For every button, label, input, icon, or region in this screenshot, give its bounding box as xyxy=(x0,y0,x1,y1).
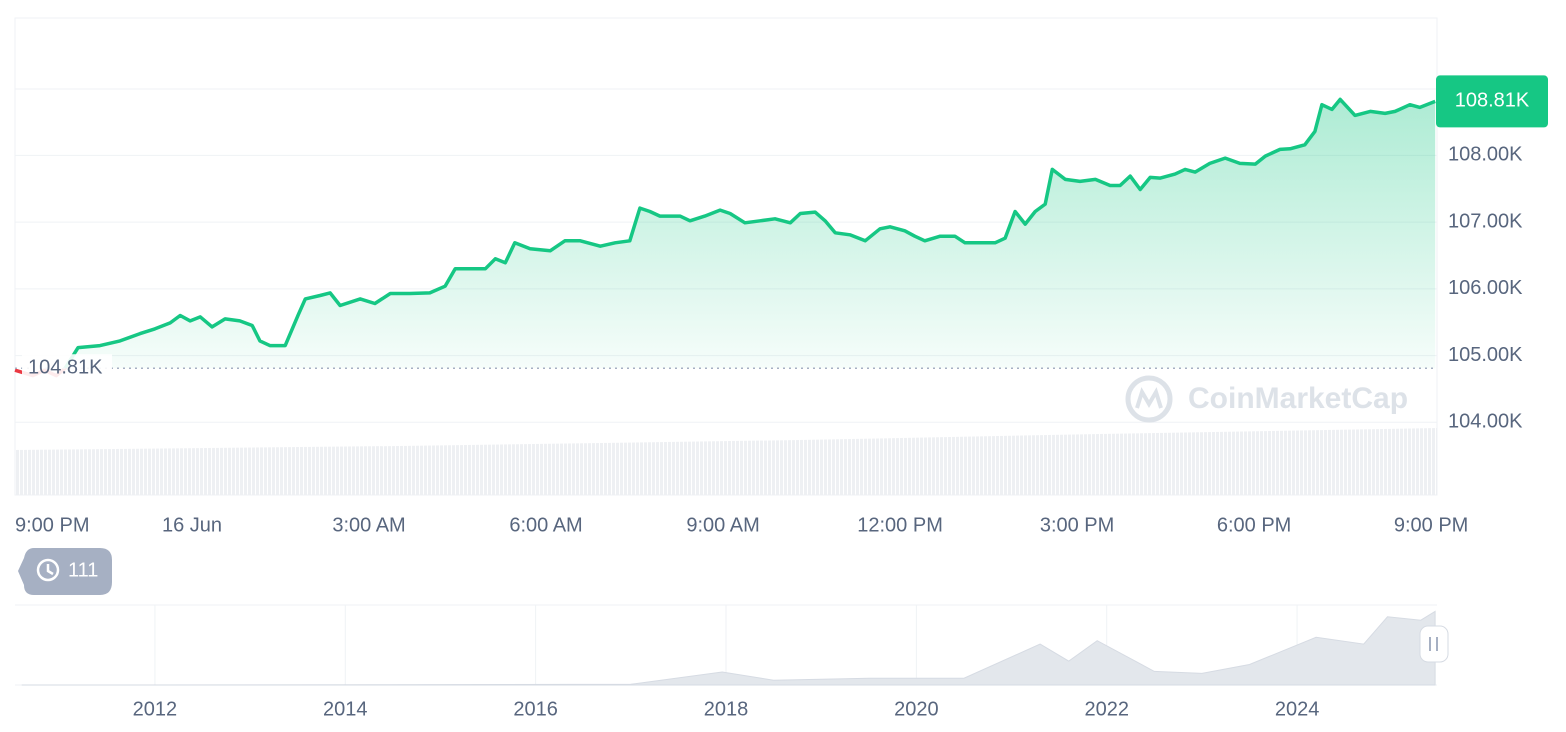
price-area xyxy=(65,99,1436,369)
nav-x-tick-label: 2020 xyxy=(894,698,939,720)
y-tick-label: 107.00K xyxy=(1448,210,1523,232)
x-tick-label: 16 Jun xyxy=(162,514,222,536)
current-price-badge xyxy=(1436,75,1548,128)
navigator: 2012 2014 2016 2018 2020 2022 2024 xyxy=(15,604,1437,720)
history-count: 111 xyxy=(68,559,98,581)
x-tick-label: 9:00 AM xyxy=(686,514,759,536)
x-tick-label: 6:00 PM xyxy=(1217,514,1291,536)
nav-x-tick-label: 2014 xyxy=(323,698,368,720)
nav-x-tick-label: 2022 xyxy=(1084,698,1129,720)
reference-label: 104.81K xyxy=(28,357,103,379)
y-tick-label: 106.00K xyxy=(1448,277,1523,299)
x-tick-label: 6:00 AM xyxy=(509,514,582,536)
y-tick-label: 105.00K xyxy=(1448,344,1523,366)
history-badge[interactable]: 111 xyxy=(18,548,112,595)
y-tick-label: 108.00K xyxy=(1448,144,1523,166)
nav-area xyxy=(21,610,1436,686)
navigator-handle[interactable] xyxy=(1419,625,1449,663)
x-tick-label: 3:00 PM xyxy=(1040,514,1114,536)
price-line xyxy=(62,97,1436,369)
x-tick-label: 3:00 AM xyxy=(332,514,405,536)
nav-x-tick-label: 2012 xyxy=(133,698,178,720)
volume-bars xyxy=(15,428,1437,495)
x-tick-label: 12:00 PM xyxy=(857,514,943,536)
x-tick-label: 9:00 PM xyxy=(1394,514,1468,536)
nav-x-tick-label: 2024 xyxy=(1275,698,1320,720)
reference-label-bg xyxy=(22,354,112,383)
current-price-label: 108.81K xyxy=(1455,90,1530,112)
main-chart: 104.00K 105.00K 106.00K 107.00K 108.00K 9:00 … xyxy=(14,75,1548,536)
watermark-logo xyxy=(1125,375,1173,423)
x-tick-label: 9:00 PM xyxy=(15,514,89,536)
nav-x-tick-label: 2016 xyxy=(513,698,558,720)
nav-x-tick-label: 2018 xyxy=(704,698,749,720)
y-tick-label: 104.00K xyxy=(1448,411,1523,433)
watermark: CoinMarketCap xyxy=(1188,382,1408,415)
